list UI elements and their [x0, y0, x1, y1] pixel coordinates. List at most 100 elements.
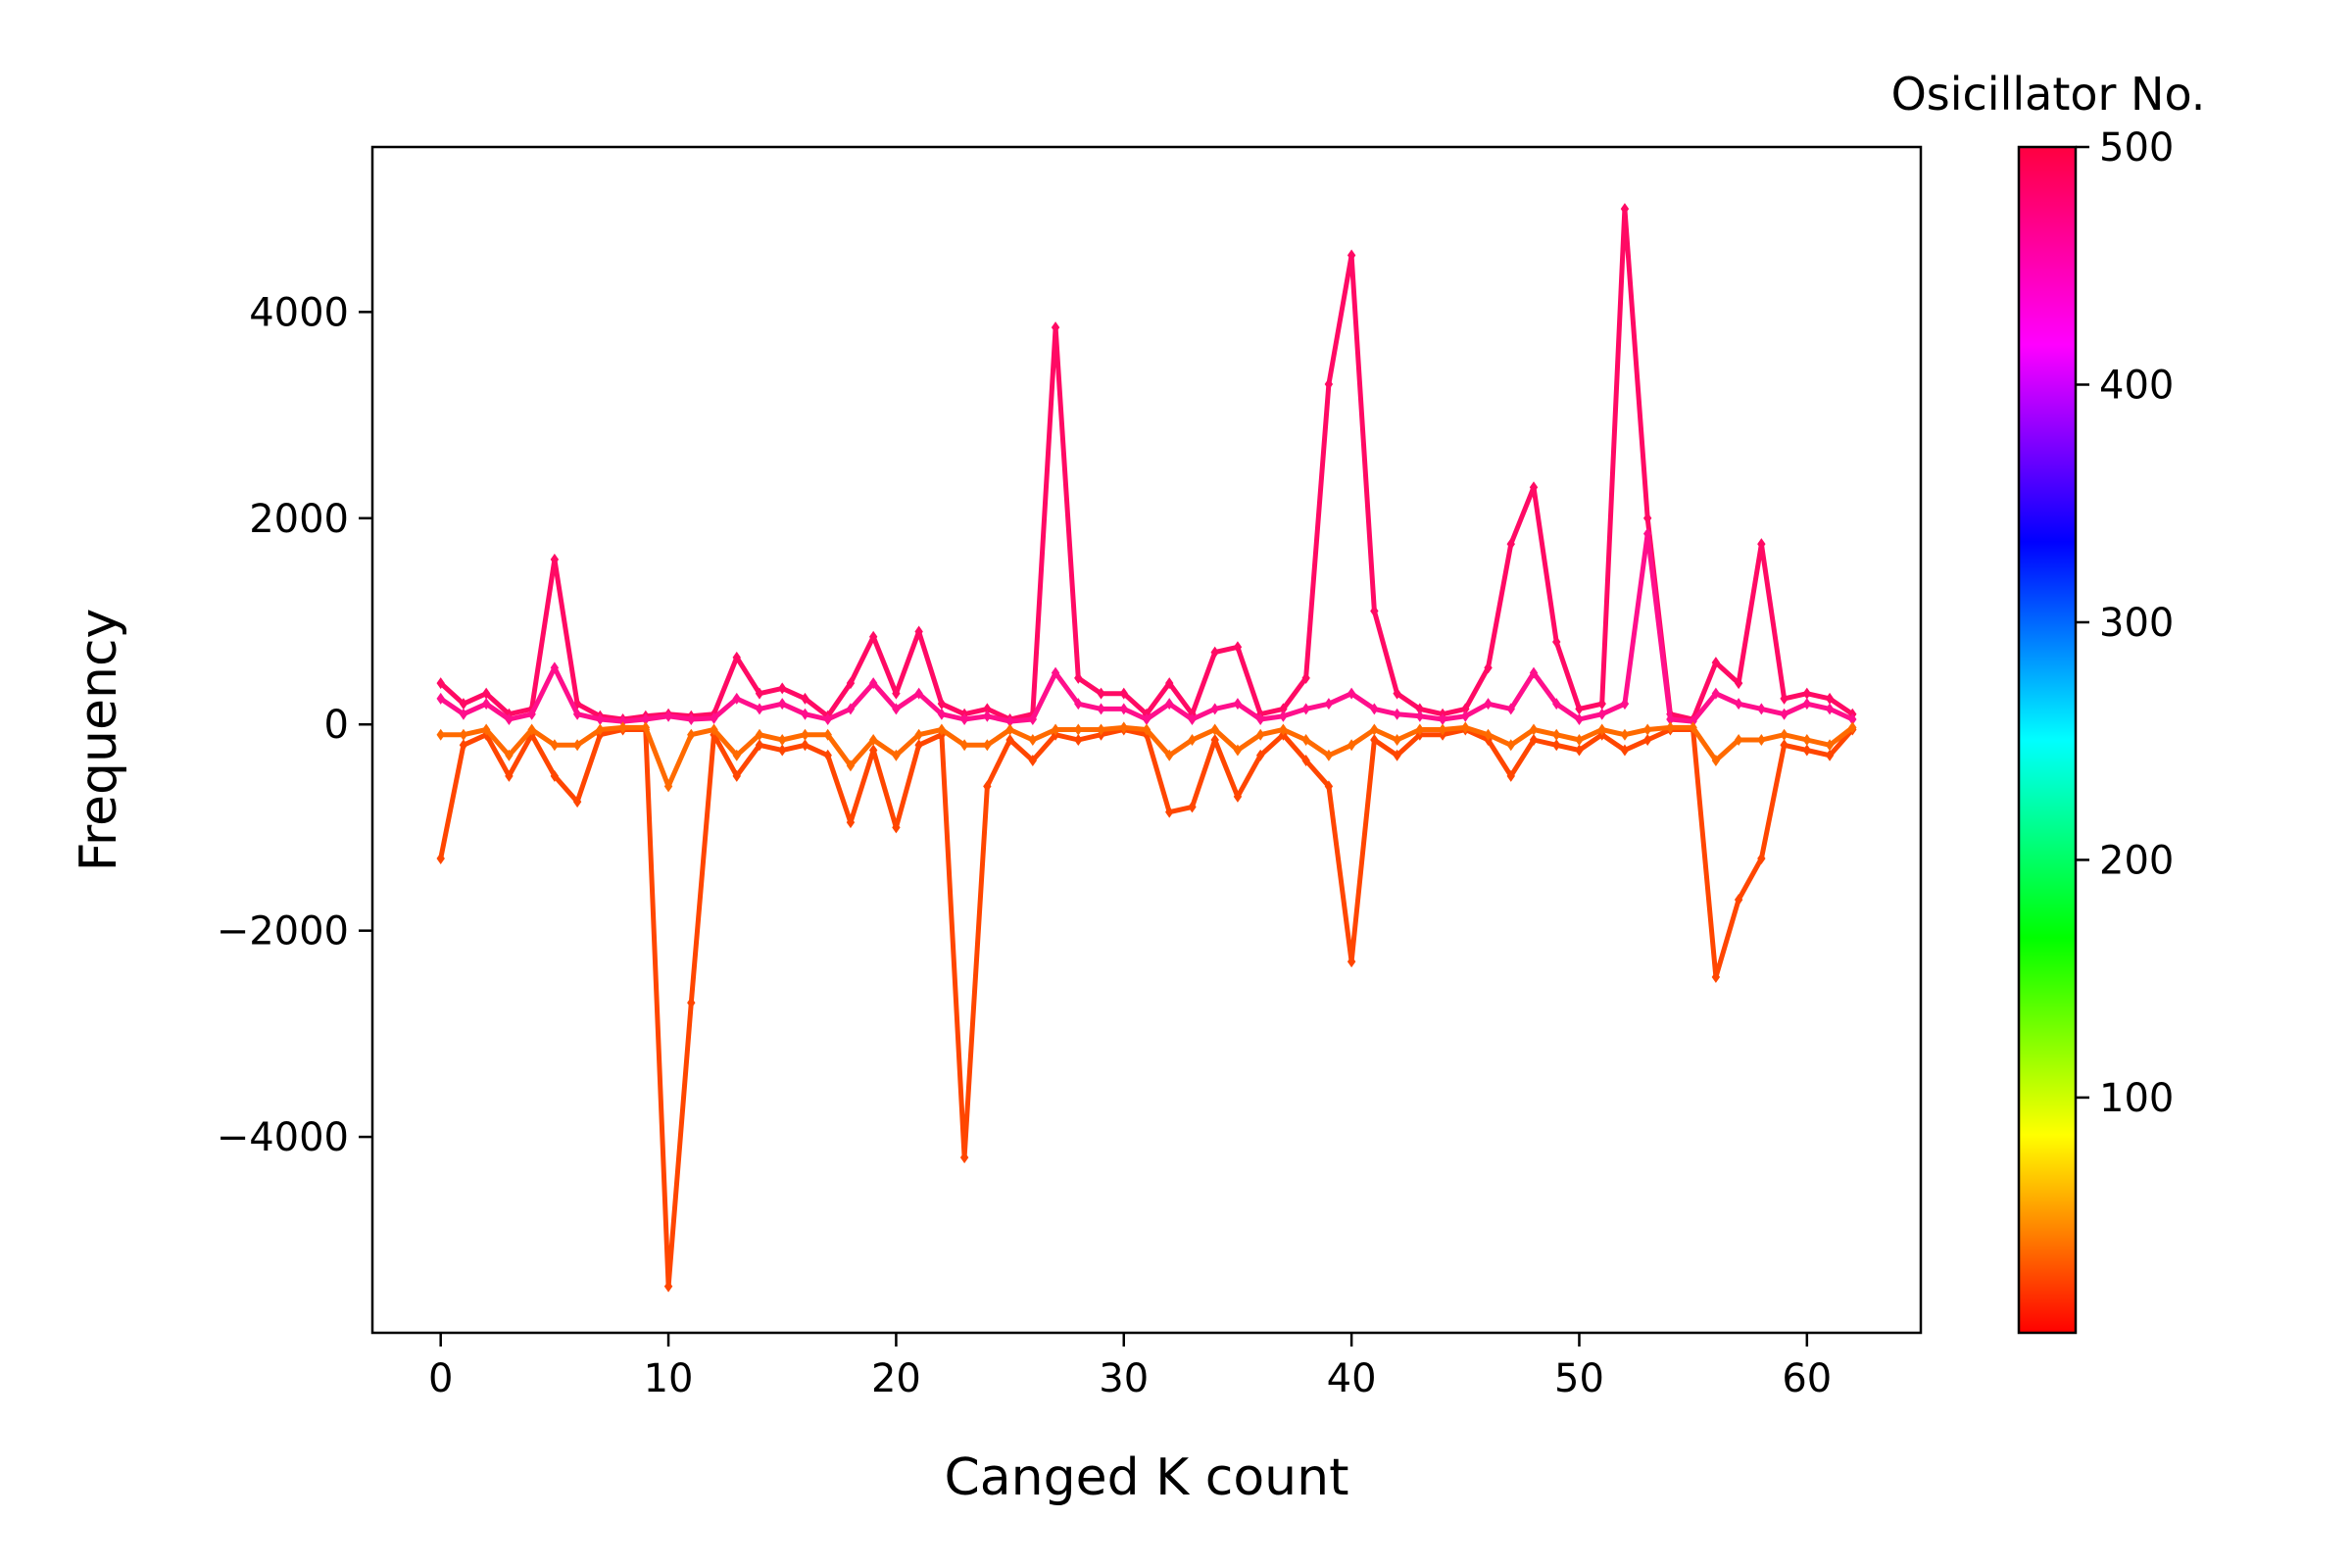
data-point [1780, 739, 1788, 752]
data-point [1711, 755, 1721, 767]
data-point [1757, 538, 1766, 551]
data-point [1506, 538, 1515, 551]
data-point [1028, 734, 1038, 746]
data-point [1279, 710, 1288, 722]
data-point [801, 708, 809, 720]
data-point [1233, 641, 1243, 654]
data-point [801, 692, 809, 705]
colorbar-ticks: 100 200 300 400 500 [2076, 125, 2174, 1121]
data-point [1642, 512, 1652, 524]
data-point [1165, 698, 1174, 710]
data-point [436, 677, 445, 690]
data-point [1575, 703, 1584, 715]
data-point [1484, 662, 1493, 674]
data-point [1757, 734, 1766, 746]
series-line [439, 531, 1854, 724]
data-point [778, 744, 787, 757]
data-point [1347, 687, 1356, 700]
data-point [1210, 734, 1219, 746]
data-point [959, 739, 969, 752]
data-point [1734, 698, 1743, 710]
data-point [436, 853, 445, 864]
data-point [778, 698, 787, 710]
data-point [1597, 723, 1606, 736]
data-point [1255, 728, 1265, 741]
data-point [868, 630, 878, 643]
data-point [1324, 780, 1334, 793]
data-point [527, 723, 536, 736]
data-point [1825, 692, 1835, 705]
data-point [1461, 710, 1470, 722]
data-point [663, 710, 673, 722]
data-point [1529, 723, 1539, 736]
data-point [459, 728, 468, 741]
data-point [914, 739, 923, 752]
data-point [1119, 687, 1128, 700]
data-point [983, 739, 992, 752]
data-point [1529, 734, 1539, 746]
data-point [1780, 692, 1788, 705]
data-point [823, 728, 832, 741]
data-point [1370, 703, 1379, 715]
data-point [1074, 671, 1083, 684]
data-point [1711, 657, 1721, 669]
data-point [1757, 703, 1766, 715]
data-point [1347, 249, 1356, 262]
data-point [937, 708, 947, 720]
data-point [1642, 527, 1652, 540]
data-point [755, 739, 764, 752]
data-point [618, 715, 627, 728]
data-point [1552, 728, 1561, 741]
data-point [1324, 698, 1334, 710]
data-point [1597, 708, 1606, 720]
data-point [572, 796, 582, 808]
data-point [1370, 734, 1379, 746]
data-point [1529, 666, 1539, 679]
data-point [505, 749, 514, 761]
data-point [1620, 744, 1630, 757]
data-point [1484, 728, 1493, 741]
data-point [436, 692, 445, 705]
series-layer [436, 203, 1857, 1293]
colorbar [2017, 145, 2078, 1335]
data-point [1780, 728, 1788, 741]
data-point [914, 625, 923, 638]
data-point [1415, 723, 1425, 736]
data-point [1301, 734, 1310, 746]
data-point [1142, 712, 1152, 725]
data-point [459, 739, 468, 752]
data-point [1097, 703, 1105, 715]
data-point [1165, 677, 1174, 690]
data-point [550, 662, 560, 674]
data-point [1575, 712, 1584, 725]
data-point [1529, 481, 1539, 494]
data-point [868, 677, 878, 690]
data-point [937, 723, 947, 736]
data-point [1005, 715, 1014, 728]
data-point [505, 712, 514, 725]
data-point [1210, 646, 1219, 659]
data-point [732, 769, 741, 782]
data-point [1802, 687, 1812, 700]
data-point [1666, 721, 1675, 734]
data-point [1575, 744, 1584, 757]
data-point [1506, 703, 1515, 715]
data-point [1233, 744, 1243, 757]
data-point [596, 712, 605, 725]
data-point [1415, 703, 1425, 715]
data-point [1734, 894, 1743, 906]
data-point [823, 712, 832, 725]
data-point [868, 734, 878, 746]
data-point [1188, 734, 1197, 746]
data-point [663, 1280, 673, 1293]
data-point [1210, 703, 1219, 715]
data-point [459, 698, 468, 710]
data-point [1461, 703, 1470, 715]
data-point [663, 780, 673, 793]
data-point [1301, 703, 1310, 715]
data-point [892, 749, 901, 761]
y-tick-label: 0 [324, 703, 349, 748]
data-point [1552, 739, 1561, 752]
data-point [1255, 749, 1265, 761]
